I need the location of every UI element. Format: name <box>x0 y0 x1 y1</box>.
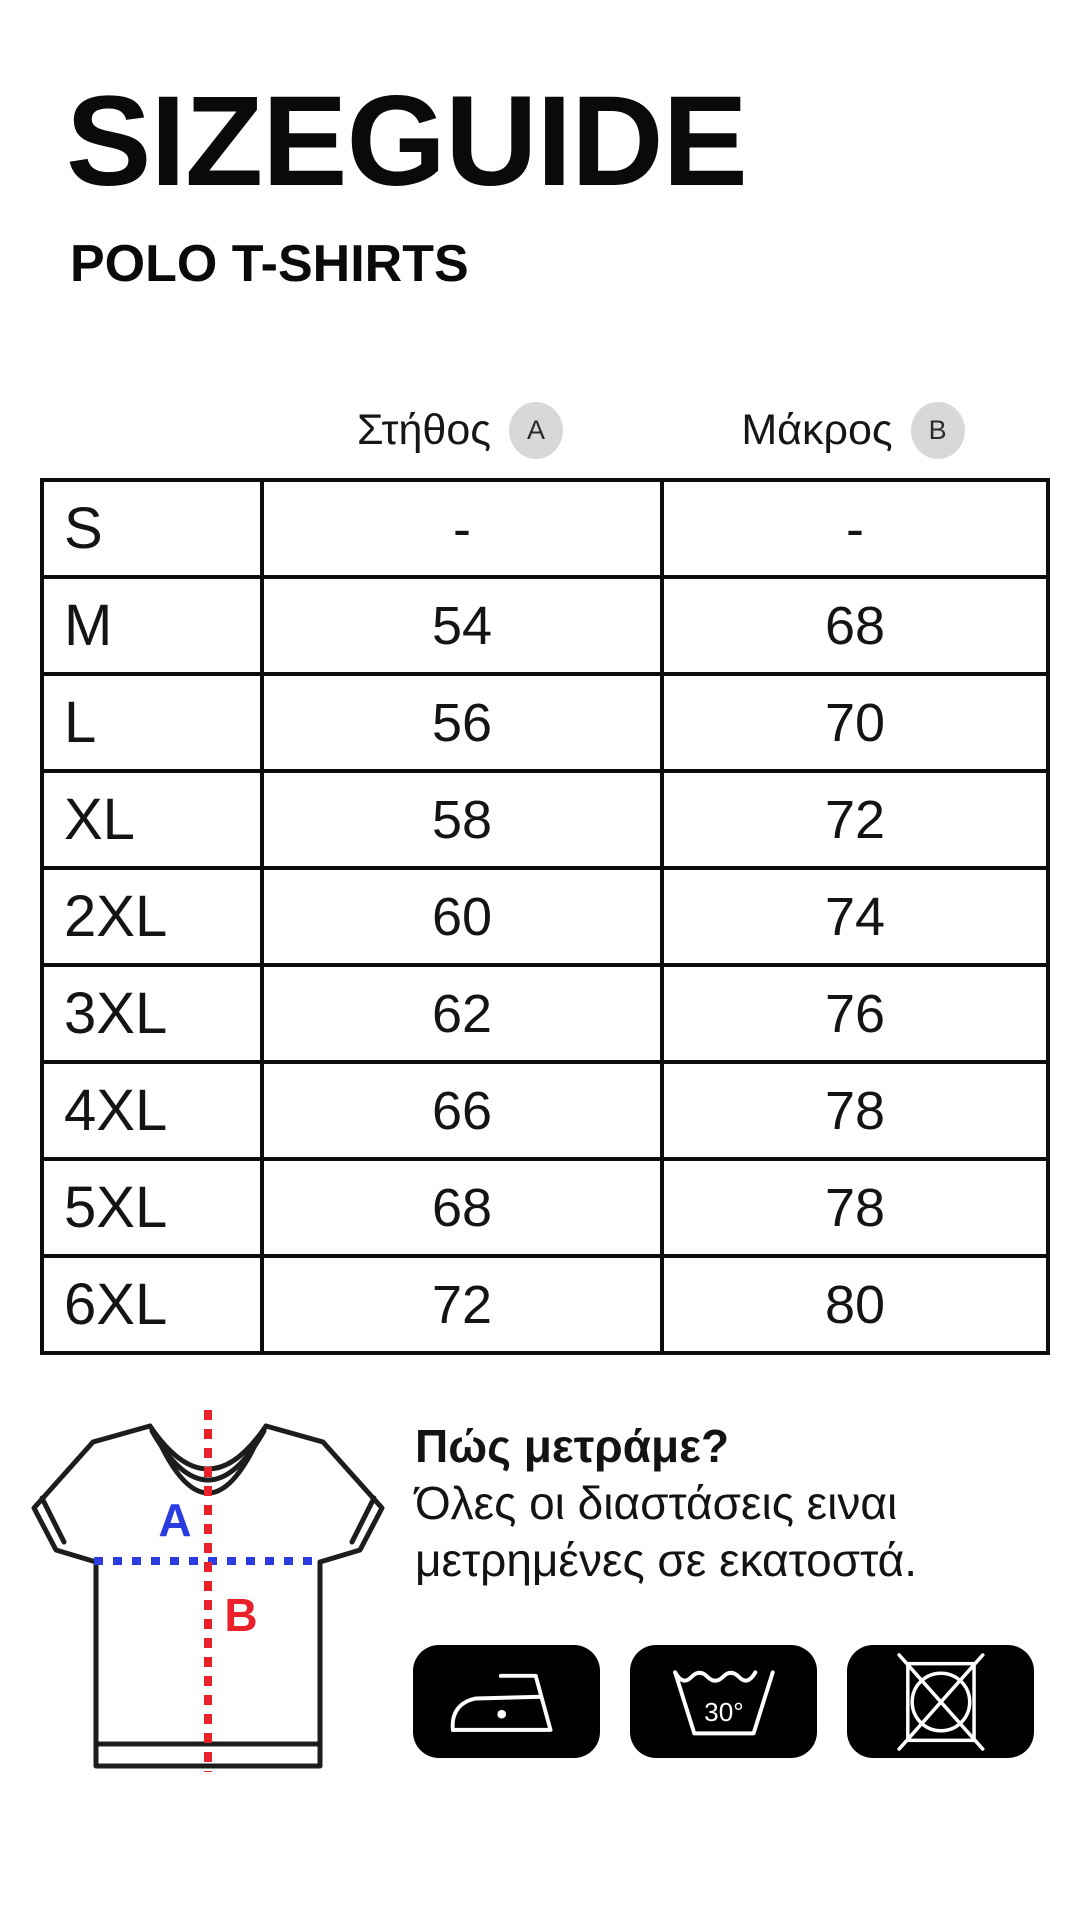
care-icons-row: 30° <box>413 1645 1034 1758</box>
length-label-b: B <box>224 1589 257 1641</box>
size-cell: L <box>40 672 264 773</box>
chest-cell: 60 <box>260 866 664 967</box>
chest-cell: - <box>260 478 664 579</box>
size-cell: 2XL <box>40 866 264 967</box>
chest-cell: 62 <box>260 963 664 1064</box>
tshirt-outline <box>31 1423 385 1769</box>
chest-cell: 72 <box>260 1254 664 1355</box>
chest-cell: 56 <box>260 672 664 773</box>
column-header-length: Μάκρος B <box>660 396 1046 464</box>
table-row: M 54 68 <box>40 575 1050 676</box>
length-cell: 76 <box>660 963 1050 1064</box>
length-cell: 78 <box>660 1157 1050 1258</box>
chest-cell: 66 <box>260 1060 664 1161</box>
page-title: SIZEGUIDE <box>66 70 748 213</box>
wash-temperature-icon: 30° <box>630 1645 817 1758</box>
size-cell: M <box>40 575 264 676</box>
length-cell: 78 <box>660 1060 1050 1161</box>
size-cell: XL <box>40 769 264 870</box>
measure-line-2: μετρημένες σε εκατοστά. <box>415 1534 918 1586</box>
chest-label-a: A <box>158 1494 191 1546</box>
length-header-label: Μάκρος <box>741 405 893 454</box>
size-table-body: S - - M 54 68 L 56 70 XL 58 72 2XL 60 74 3XL 62 76 4XL 66 78… <box>40 478 1050 1355</box>
size-table: S - - M 54 68 L 56 70 XL 58 72 2XL 60 74 3XL 62 76 4XL 66 78… <box>40 478 1050 1355</box>
table-row: 4XL 66 78 <box>40 1060 1050 1161</box>
size-cell: 6XL <box>40 1254 264 1355</box>
size-cell: 5XL <box>40 1157 264 1258</box>
chest-header-label: Στήθος <box>357 405 491 454</box>
length-cell: 70 <box>660 672 1050 773</box>
table-row: 3XL 62 76 <box>40 963 1050 1064</box>
chest-badge-a: A <box>508 401 563 459</box>
iron-icon <box>413 1645 600 1758</box>
do-not-tumble-dry-icon <box>847 1645 1034 1758</box>
length-badge-b: B <box>910 401 965 459</box>
size-cell: 3XL <box>40 963 264 1064</box>
length-cell: 72 <box>660 769 1050 870</box>
tshirt-measure-diagram: A B <box>31 1410 385 1772</box>
length-cell: 74 <box>660 866 1050 967</box>
length-cell: 68 <box>660 575 1050 676</box>
measure-heading: Πώς μετράμε? <box>415 1420 730 1472</box>
table-row: 2XL 60 74 <box>40 866 1050 967</box>
chest-cell: 68 <box>260 1157 664 1258</box>
table-row: S-- <box>40 478 1050 579</box>
size-cell: 4XL <box>40 1060 264 1161</box>
column-header-chest: Στήθος A <box>260 396 660 464</box>
table-row: 5XL 68 78 <box>40 1157 1050 1258</box>
length-cell: - <box>660 478 1050 579</box>
table-row: XL 58 72 <box>40 769 1050 870</box>
table-row: L 56 70 <box>40 672 1050 773</box>
page-subtitle: POLO T-SHIRTS <box>70 235 469 293</box>
chest-cell: 58 <box>260 769 664 870</box>
size-cell: S <box>40 478 264 579</box>
wash-temperature-label: 30° <box>704 1697 744 1727</box>
measure-info: Πώς μετράμε? Όλες οι διαστάσεις ειναι με… <box>415 1418 1035 1589</box>
table-row: 6XL 72 80 <box>40 1254 1050 1355</box>
measure-line-1: Όλες οι διαστάσεις ειναι <box>415 1477 898 1529</box>
length-cell: 80 <box>660 1254 1050 1355</box>
chest-cell: 54 <box>260 575 664 676</box>
